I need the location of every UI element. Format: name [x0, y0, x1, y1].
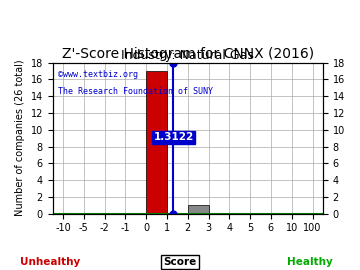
Bar — [188, 205, 208, 214]
Y-axis label: Number of companies (26 total): Number of companies (26 total) — [15, 60, 25, 217]
Text: Industry: Natural Gas: Industry: Natural Gas — [121, 49, 254, 62]
Title: Z'-Score Histogram for CNNX (2016): Z'-Score Histogram for CNNX (2016) — [62, 48, 314, 61]
Text: Score: Score — [163, 257, 197, 267]
Text: The Research Foundation of SUNY: The Research Foundation of SUNY — [58, 87, 213, 96]
Text: ©www.textbiz.org: ©www.textbiz.org — [58, 70, 138, 79]
Text: 1.3122: 1.3122 — [153, 132, 194, 142]
Bar — [146, 71, 167, 214]
Text: Healthy: Healthy — [287, 257, 333, 267]
Text: Unhealthy: Unhealthy — [20, 257, 81, 267]
